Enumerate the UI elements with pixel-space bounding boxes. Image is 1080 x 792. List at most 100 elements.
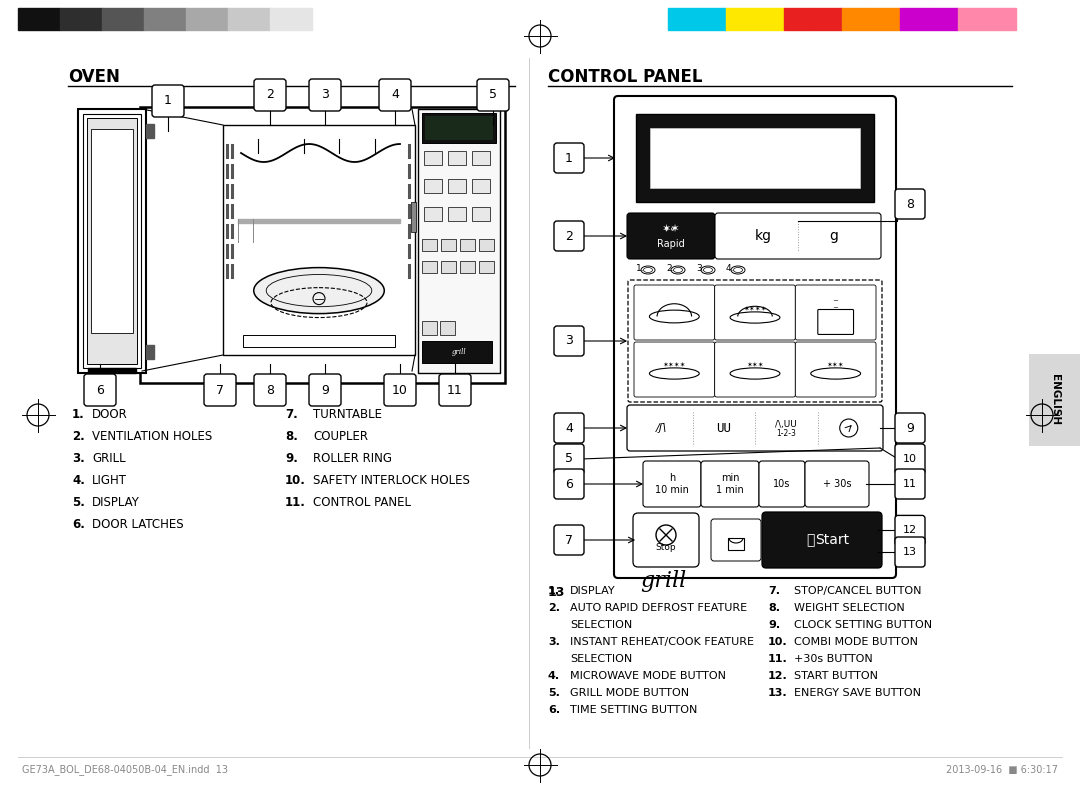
Text: 7.: 7. (285, 408, 298, 421)
Text: /\,UU: /\,UU (775, 420, 797, 428)
Bar (424, 179, 442, 193)
Bar (228, 8, 270, 30)
Text: CLOCK SETTING BUTTON: CLOCK SETTING BUTTON (794, 620, 932, 630)
Text: 3.: 3. (548, 637, 559, 647)
FancyBboxPatch shape (615, 96, 896, 578)
Text: ✶✶✶✶: ✶✶✶✶ (743, 306, 767, 311)
Text: 4: 4 (565, 421, 572, 435)
Bar (726, 8, 755, 30)
Text: CONTROL PANEL: CONTROL PANEL (313, 496, 411, 509)
Text: ENGLISH: ENGLISH (1050, 375, 1059, 425)
Bar (636, 114, 874, 202)
Text: ✶✶✶: ✶✶✶ (746, 361, 764, 367)
Ellipse shape (254, 268, 384, 314)
Text: 13: 13 (548, 586, 565, 599)
Text: 9.: 9. (285, 452, 298, 465)
FancyBboxPatch shape (554, 525, 584, 555)
Bar (448, 179, 465, 193)
Text: ROLLER RING: ROLLER RING (313, 452, 392, 465)
Bar (91, 129, 133, 333)
Bar (900, 8, 929, 30)
FancyBboxPatch shape (554, 221, 584, 251)
Text: grill: grill (640, 570, 686, 592)
Text: OVEN: OVEN (68, 68, 120, 86)
Text: 10.: 10. (768, 637, 787, 647)
Text: 2.: 2. (548, 603, 561, 613)
FancyBboxPatch shape (554, 413, 584, 443)
FancyBboxPatch shape (379, 79, 411, 111)
Bar (146, 124, 154, 138)
Text: grill: grill (451, 348, 467, 356)
FancyBboxPatch shape (254, 79, 286, 111)
Text: 12: 12 (903, 525, 917, 535)
Text: 7.: 7. (768, 586, 780, 596)
FancyBboxPatch shape (795, 285, 876, 340)
FancyBboxPatch shape (627, 405, 883, 451)
Bar (78, 109, 146, 373)
Text: 9: 9 (321, 383, 329, 397)
Text: MICROWAVE MODE BUTTON: MICROWAVE MODE BUTTON (570, 671, 726, 681)
Bar (422, 113, 496, 143)
Text: 2: 2 (266, 89, 274, 101)
Text: ✶✶✶✶: ✶✶✶✶ (663, 361, 686, 367)
FancyBboxPatch shape (711, 519, 761, 561)
Text: 2.: 2. (666, 264, 675, 273)
FancyBboxPatch shape (477, 79, 509, 111)
Text: ⏻: ⏻ (806, 533, 814, 547)
Text: 11: 11 (447, 383, 463, 397)
FancyBboxPatch shape (895, 413, 924, 443)
FancyBboxPatch shape (643, 461, 701, 507)
FancyBboxPatch shape (795, 342, 876, 397)
FancyBboxPatch shape (204, 374, 237, 406)
Text: /ʃ\: /ʃ\ (656, 423, 666, 433)
Bar (411, 202, 416, 232)
Text: 11.: 11. (285, 496, 306, 509)
Text: g: g (828, 229, 838, 243)
Text: 3.: 3. (696, 264, 704, 273)
Text: 5: 5 (489, 89, 497, 101)
Bar (102, 8, 144, 30)
Bar (60, 8, 102, 30)
Bar (448, 151, 465, 165)
FancyBboxPatch shape (554, 143, 584, 173)
Text: GE73A_BOL_DE68-04050B-04_EN.indd  13: GE73A_BOL_DE68-04050B-04_EN.indd 13 (22, 764, 228, 775)
Bar (728, 538, 744, 550)
Bar (146, 345, 154, 359)
FancyBboxPatch shape (715, 213, 881, 259)
Bar (958, 8, 987, 30)
Text: 1: 1 (164, 94, 172, 108)
Text: 2: 2 (565, 230, 572, 242)
Text: 3: 3 (565, 334, 572, 348)
Text: ✶✶✶: ✶✶✶ (827, 361, 845, 367)
Text: 8.: 8. (768, 603, 780, 613)
Text: Start: Start (815, 533, 849, 547)
FancyBboxPatch shape (254, 374, 286, 406)
Bar (186, 8, 228, 30)
Text: 10s: 10s (773, 479, 791, 489)
Bar (441, 261, 456, 273)
FancyBboxPatch shape (554, 469, 584, 499)
Text: 8.: 8. (285, 430, 298, 443)
Text: 13.: 13. (768, 688, 787, 698)
FancyBboxPatch shape (309, 79, 341, 111)
Text: +30s BUTTON: +30s BUTTON (794, 654, 873, 664)
FancyBboxPatch shape (152, 85, 184, 117)
Bar (424, 207, 442, 221)
Text: COUPLER: COUPLER (313, 430, 368, 443)
Bar (813, 8, 842, 30)
Text: kg: kg (754, 229, 771, 243)
Text: 5: 5 (565, 452, 573, 466)
FancyBboxPatch shape (715, 342, 795, 397)
Text: ~
~: ~ ~ (833, 298, 838, 311)
FancyBboxPatch shape (554, 444, 584, 474)
Bar (480, 239, 494, 251)
Bar (422, 261, 437, 273)
Bar (83, 114, 141, 368)
FancyBboxPatch shape (84, 374, 116, 406)
Text: 10: 10 (392, 383, 408, 397)
Text: 6: 6 (96, 383, 104, 397)
Text: TIME SETTING BUTTON: TIME SETTING BUTTON (570, 705, 698, 715)
Text: 2013-09-16  ■ 6:30:17: 2013-09-16 ■ 6:30:17 (946, 765, 1058, 775)
Text: 10.: 10. (285, 474, 306, 487)
Bar (460, 239, 475, 251)
